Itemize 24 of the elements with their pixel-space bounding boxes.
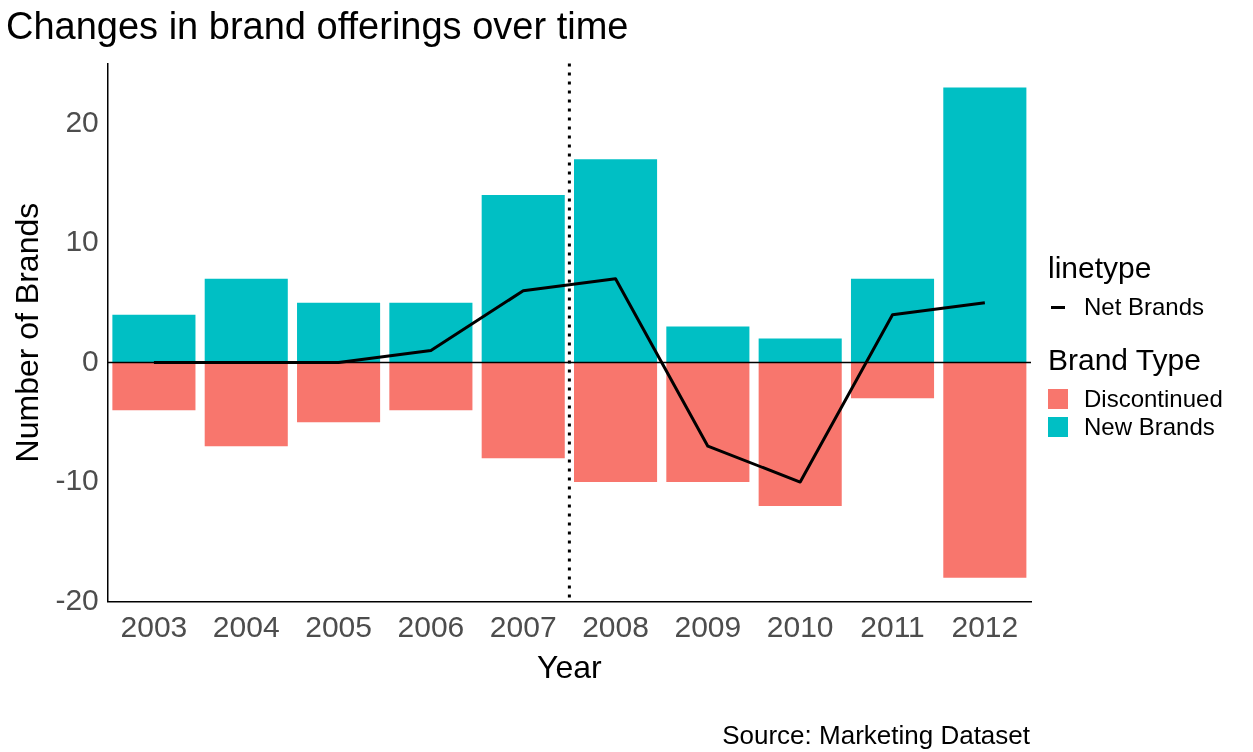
x-axis-title: Year [537,648,603,685]
y-tick-label: 10 [65,224,99,258]
legend-label: Discontinued [1084,385,1223,413]
source-note: Source: Marketing Dataset [722,720,1030,751]
chart-title: Changes in brand offerings over time [6,5,629,48]
legend-label: New Brands [1084,413,1215,441]
x-tick-label: 2007 [489,609,557,643]
text: linetype [1048,251,1153,285]
x-tick-label: 2010 [766,609,834,643]
legend-title: Brand Type [1048,343,1202,377]
y-tick-label: -20 [55,582,99,616]
x-tick-label: 2011 [860,609,925,643]
x-tick-label: 2004 [212,609,280,643]
x-tick-label: 2009 [674,609,742,643]
x-tick-label: 2008 [582,609,649,643]
x-tick-label: 2006 [397,609,465,643]
x-tick-label: 2012 [951,609,1019,643]
y-tick-label: -10 [55,463,99,497]
x-tick-label: 2005 [305,609,372,643]
y-tick-label: 20 [65,104,99,138]
legend-label: Net Brands [1084,293,1205,321]
x-tick-label: 2003 [120,609,188,643]
y-axis-title: Number of Brands [9,202,46,463]
y-tick-label: 0 [82,343,99,377]
